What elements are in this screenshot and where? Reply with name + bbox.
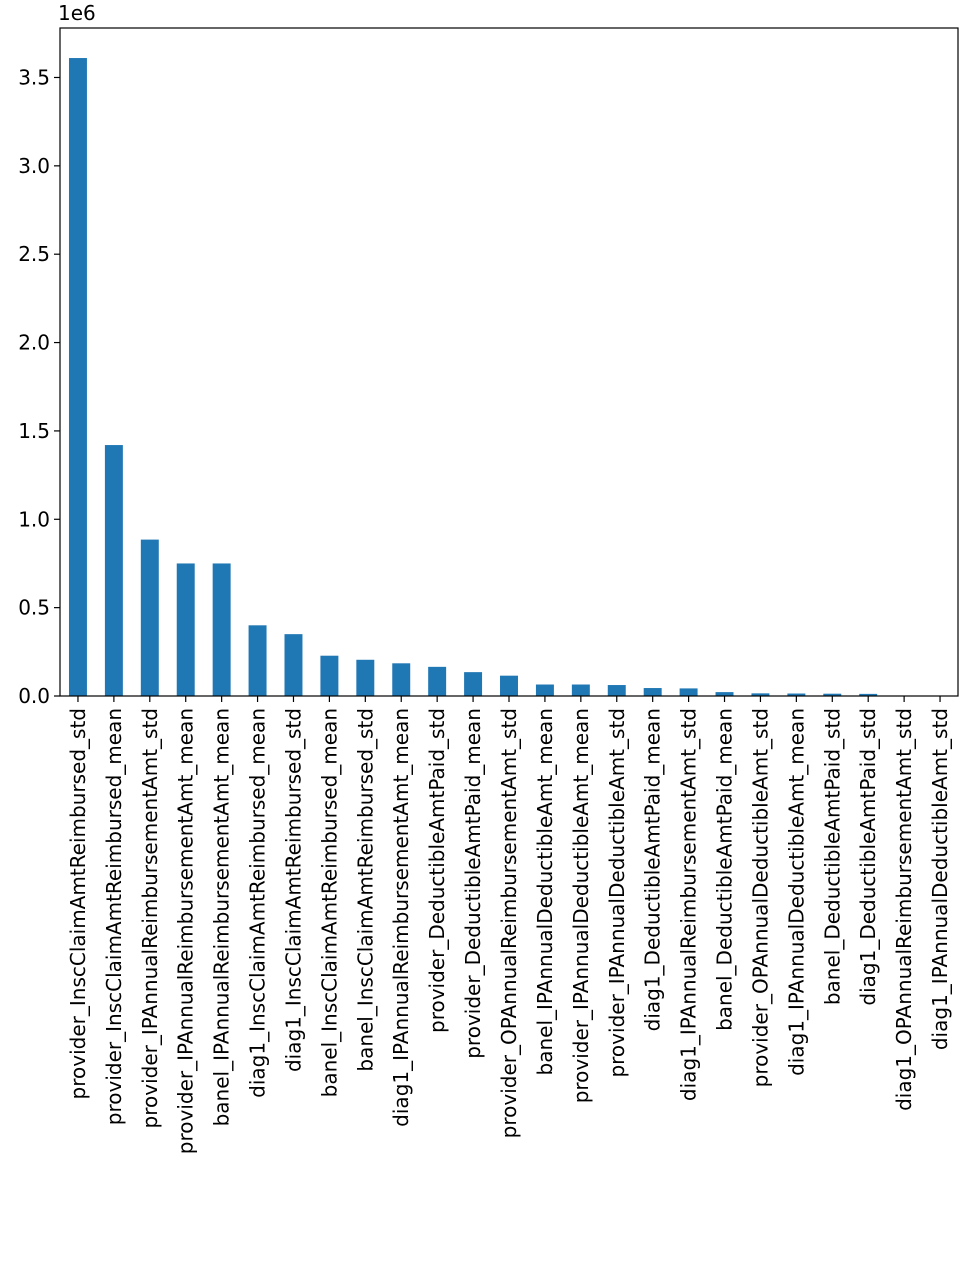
y-axis: 0.0 0.5 1.0 1.5 2.0 2.5 3.0 3.5 [18, 65, 60, 708]
y-axis-offset-label: 1e6 [58, 1, 96, 25]
x-tick-label: diag1_IPAnnualDeductibleAmt_std [928, 708, 952, 1050]
bar-provider_IPAnnualReimbursementAmt_std [141, 540, 159, 696]
bar-provider_IPAnnualDeductibleAmt_mean [572, 685, 590, 696]
x-tick-label: diag1_OPAnnualReimbursementAmt_std [892, 708, 916, 1111]
x-tick-label: provider_IPAnnualDeductibleAmt_mean [569, 708, 593, 1103]
bar-provider_DeductibleAmtPaid_std [428, 667, 446, 696]
y-tick-label: 0.0 [18, 684, 50, 708]
bar-banel_IPAnnualReimbursementAmt_mean [213, 563, 231, 696]
bar-provider_InscClaimAmtReimbursed_std [69, 58, 87, 696]
y-tick-label: 2.5 [18, 242, 50, 266]
bar-provider_InscClaimAmtReimbursed_mean [105, 445, 123, 696]
x-tick-label: provider_InscClaimAmtReimbursed_mean [102, 708, 126, 1125]
x-axis: provider_InscClaimAmtReimbursed_std provi… [66, 696, 952, 1154]
x-tick-label: banel_InscClaimAmtReimbursed_mean [317, 708, 341, 1097]
x-tick-label: provider_DeductibleAmtPaid_std [425, 708, 449, 1033]
bar-diag1_InscClaimAmtReimbursed_mean [249, 625, 267, 696]
bar-provider_OPAnnualReimbursementAmt_std [500, 676, 518, 696]
x-tick-label: diag1_DeductibleAmtPaid_std [856, 708, 880, 1006]
x-tick-label: diag1_InscClaimAmtReimbursed_std [281, 708, 305, 1072]
x-tick-label: provider_IPAnnualReimbursementAmt_std [138, 708, 162, 1128]
bars-group [69, 58, 949, 696]
bar-diag1_IPAnnualReimbursementAmt_mean [392, 663, 410, 696]
x-tick-label: diag1_DeductibleAmtPaid_mean [641, 708, 665, 1031]
x-tick-label: diag1_IPAnnualDeductibleAmt_mean [784, 708, 808, 1076]
x-tick-label: banel_DeductibleAmtPaid_mean [713, 708, 737, 1031]
y-tick-label: 1.0 [18, 507, 50, 531]
x-tick-label: banel_InscClaimAmtReimbursed_std [353, 708, 377, 1072]
x-tick-label: diag1_IPAnnualReimbursementAmt_std [677, 708, 701, 1101]
x-tick-label: provider_IPAnnualReimbursementAmt_mean [174, 708, 198, 1154]
x-tick-label: diag1_InscClaimAmtReimbursed_mean [246, 708, 270, 1098]
y-tick-label: 3.0 [18, 154, 50, 178]
bar-provider_IPAnnualDeductibleAmt_std [608, 685, 626, 696]
bar-diag1_IPAnnualReimbursementAmt_std [680, 688, 698, 696]
x-tick-label: banel_DeductibleAmtPaid_std [820, 708, 844, 1005]
x-tick-label: diag1_IPAnnualReimbursementAmt_mean [389, 708, 413, 1127]
y-tick-label: 2.0 [18, 331, 50, 355]
x-tick-label: banel_IPAnnualReimbursementAmt_mean [210, 708, 234, 1126]
bar-provider_DeductibleAmtPaid_mean [464, 672, 482, 696]
bar-diag1_DeductibleAmtPaid_mean [644, 688, 662, 696]
x-tick-label: provider_InscClaimAmtReimbursed_std [66, 708, 90, 1099]
x-tick-label: provider_IPAnnualDeductibleAmt_std [605, 708, 629, 1078]
bar-provider_IPAnnualReimbursementAmt_mean [177, 563, 195, 696]
y-tick-label: 1.5 [18, 419, 50, 443]
bar-diag1_InscClaimAmtReimbursed_std [285, 634, 303, 696]
y-tick-label: 3.5 [18, 65, 50, 89]
x-tick-label: provider_OPAnnualDeductibleAmt_std [748, 708, 772, 1087]
x-tick-label: banel_IPAnnualDeductibleAmt_mean [533, 708, 557, 1075]
x-tick-label: provider_DeductibleAmtPaid_mean [461, 708, 485, 1059]
y-tick-label: 0.5 [18, 596, 50, 620]
bar-banel_InscClaimAmtReimbursed_std [356, 660, 374, 696]
bar-banel_IPAnnualDeductibleAmt_mean [536, 685, 554, 696]
x-tick-label: provider_OPAnnualReimbursementAmt_std [497, 708, 521, 1138]
bar-banel_InscClaimAmtReimbursed_mean [320, 656, 338, 696]
